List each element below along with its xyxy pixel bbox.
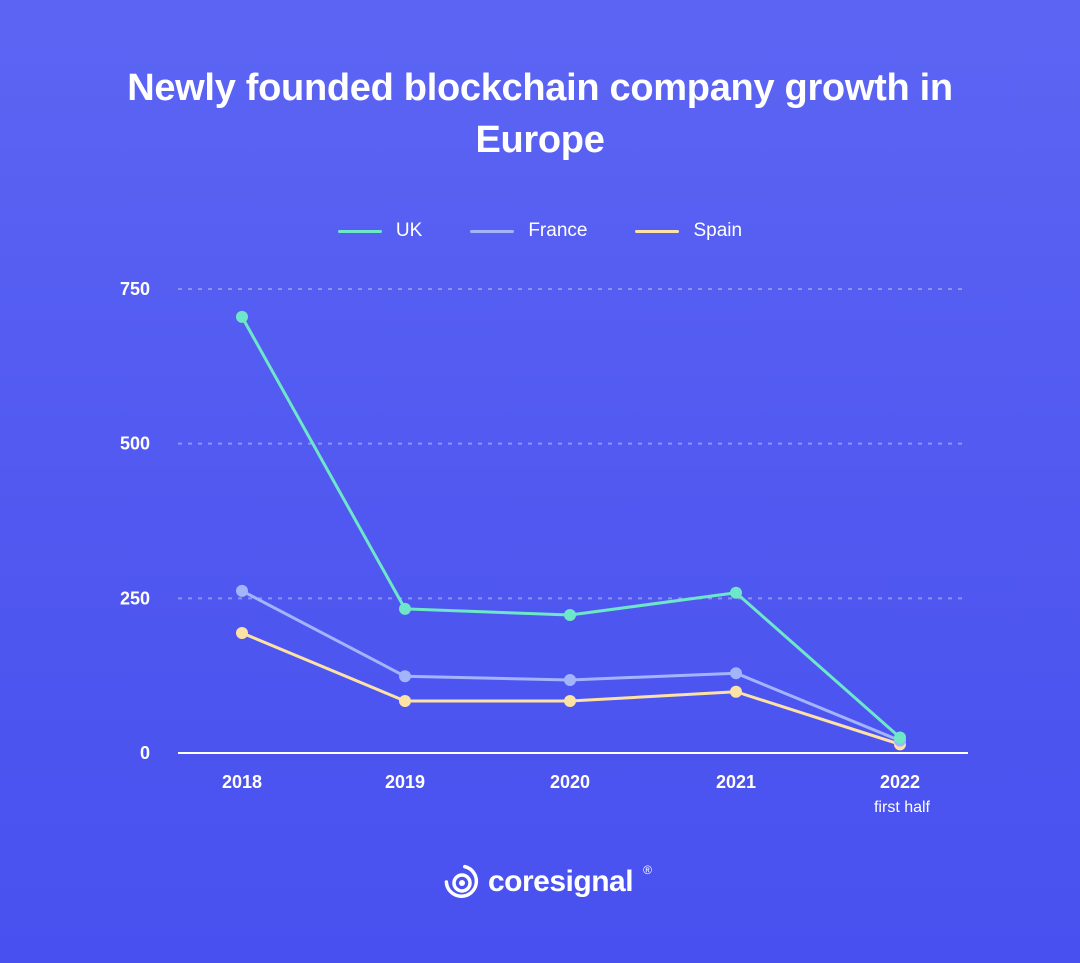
y-tick-label: 750 (120, 279, 150, 299)
data-point[interactable] (730, 685, 742, 698)
x-tick-label: 2021 (716, 772, 756, 792)
registered-mark: ® (643, 863, 652, 877)
x-axis: 2018 2019 2020 2021 2022 first half (222, 772, 931, 816)
y-tick-label: 500 (120, 434, 150, 454)
data-point[interactable] (399, 670, 411, 683)
legend-item-spain: Spain (635, 220, 742, 242)
data-point[interactable] (236, 584, 248, 597)
grid-lines (178, 288, 968, 754)
data-point[interactable] (730, 586, 742, 599)
legend-label-uk: UK (395, 220, 423, 241)
data-point[interactable] (564, 609, 576, 622)
series-lines (236, 310, 906, 751)
data-point[interactable] (399, 695, 411, 708)
legend-label-france: France (528, 220, 588, 241)
x-tick-label: 2019 (385, 772, 425, 792)
x-tick-label: 2018 (222, 772, 262, 792)
x-tick-sublabel: first half (874, 799, 931, 816)
y-axis: 0 250 500 750 (120, 279, 150, 763)
data-point[interactable] (564, 673, 576, 686)
chart-title: Newly founded blockchain company growth … (127, 67, 953, 161)
legend-swatch-spain (635, 229, 680, 233)
x-tick-label: 2020 (550, 772, 590, 792)
series-spain (236, 626, 906, 751)
data-point[interactable] (399, 602, 411, 615)
data-point[interactable] (236, 310, 248, 323)
legend-swatch-france (470, 229, 515, 233)
legend-item-france: France (470, 220, 587, 242)
legend-item-uk: UK (337, 220, 423, 242)
data-point[interactable] (564, 695, 576, 708)
y-tick-label: 250 (120, 588, 150, 608)
coresignal-logo: coresignal ® (444, 863, 652, 900)
legend-swatch-uk (337, 229, 382, 233)
data-point[interactable] (236, 626, 248, 639)
chart-legend: UK France Spain (0, 220, 1080, 242)
data-point[interactable] (894, 731, 906, 744)
data-point[interactable] (730, 667, 742, 680)
coresignal-logo-icon (444, 864, 479, 898)
series-uk (236, 310, 906, 744)
x-tick-label: 2022 (880, 772, 920, 792)
brand-name: coresignal (488, 865, 634, 898)
legend-label-spain: Spain (693, 220, 743, 241)
y-tick-label: 0 (140, 743, 150, 763)
